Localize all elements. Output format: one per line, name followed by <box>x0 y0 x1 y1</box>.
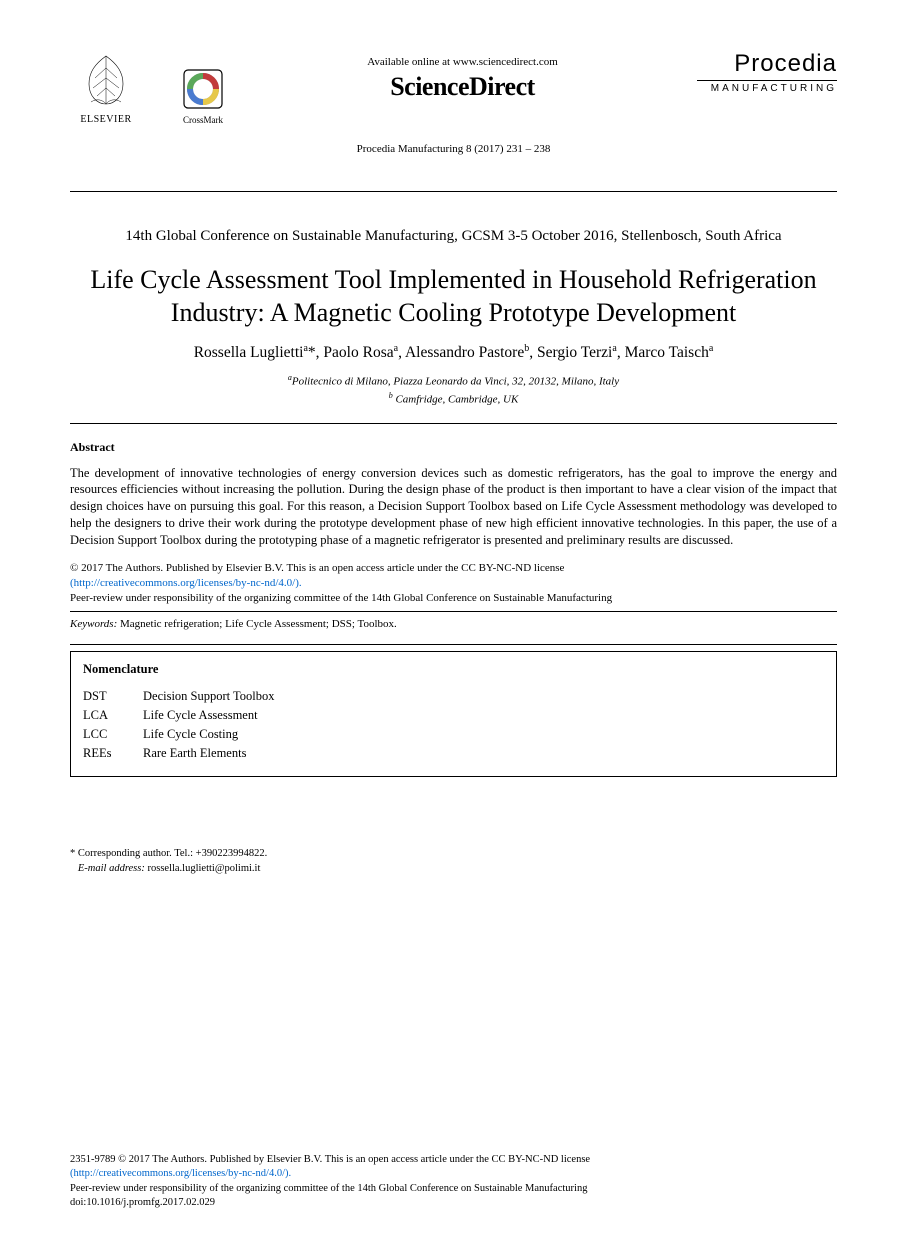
left-logos: ELSEVIER CrossMark <box>70 50 228 125</box>
rule-after-keywords <box>70 644 837 645</box>
footer-line1: 2351-9789 © 2017 The Authors. Published … <box>70 1154 590 1165</box>
affiliations: aPolitecnico di Milano, Piazza Leonardo … <box>70 372 837 408</box>
nomenclature-row: LCCLife Cycle Costing <box>83 725 824 744</box>
nomenclature-def: Life Cycle Costing <box>143 725 238 744</box>
article-title: Life Cycle Assessment Tool Implemented i… <box>70 264 837 329</box>
nomenclature-abbr: REEs <box>83 744 143 763</box>
corresponding-email: rossella.luglietti@polimi.it <box>145 863 261 874</box>
citation-line: Procedia Manufacturing 8 (2017) 231 – 23… <box>70 143 837 155</box>
license-line1: © 2017 The Authors. Published by Elsevie… <box>70 562 564 574</box>
abstract-text: The development of innovative technologi… <box>70 465 837 549</box>
license-block: © 2017 The Authors. Published by Elsevie… <box>70 561 837 606</box>
license-line2: Peer-review under responsibility of the … <box>70 592 612 604</box>
elsevier-tree-icon <box>75 50 137 112</box>
affiliation-line: aPolitecnico di Milano, Piazza Leonardo … <box>70 372 837 390</box>
crossmark-logo[interactable]: CrossMark <box>178 69 228 125</box>
available-online-text: Available online at www.sciencedirect.co… <box>228 56 697 68</box>
procedia-sub: MANUFACTURING <box>697 80 837 94</box>
sciencedirect-text: ScienceDirect <box>390 72 535 101</box>
nomenclature-def: Life Cycle Assessment <box>143 706 258 725</box>
crossmark-text: CrossMark <box>178 115 228 125</box>
authors-line: Rossella Lugliettia*, Paolo Rosaa, Aless… <box>70 343 837 362</box>
footer-line2: Peer-review under responsibility of the … <box>70 1183 587 1194</box>
abstract-heading: Abstract <box>70 440 837 455</box>
email-label: E-mail address: <box>78 863 145 874</box>
corresponding-author: * Corresponding author. Tel.: +390223994… <box>70 847 837 876</box>
nomenclature-row: LCALife Cycle Assessment <box>83 706 824 725</box>
sciencedirect-logo: ScienceDirect <box>228 72 697 102</box>
affiliation-line: b Camfridge, Cambridge, UK <box>70 390 837 408</box>
license-link[interactable]: (http://creativecommons.org/licenses/by-… <box>70 577 302 589</box>
keywords-text: Magnetic refrigeration; Life Cycle Asses… <box>117 618 396 630</box>
footer-link[interactable]: (http://creativecommons.org/licenses/by-… <box>70 1168 291 1179</box>
nomenclature-abbr: DST <box>83 687 143 706</box>
elsevier-logo: ELSEVIER <box>70 50 142 125</box>
keywords-label: Keywords: <box>70 618 117 630</box>
keywords-line: Keywords: Magnetic refrigeration; Life C… <box>70 618 837 630</box>
elsevier-text: ELSEVIER <box>70 114 142 125</box>
footer-doi: doi:10.1016/j.promfg.2017.02.029 <box>70 1197 215 1208</box>
procedia-word: Procedia <box>697 50 837 78</box>
top-rule <box>70 191 837 192</box>
abstract-section: Abstract The development of innovative t… <box>70 440 837 549</box>
nomenclature-abbr: LCC <box>83 725 143 744</box>
center-header: Available online at www.sciencedirect.co… <box>228 50 697 102</box>
conference-info: 14th Global Conference on Sustainable Ma… <box>70 226 837 246</box>
nomenclature-abbr: LCA <box>83 706 143 725</box>
procedia-logo: Procedia MANUFACTURING <box>697 50 837 94</box>
nomenclature-def: Rare Earth Elements <box>143 744 246 763</box>
nomenclature-heading: Nomenclature <box>83 662 824 677</box>
rule-after-affil <box>70 423 837 424</box>
nomenclature-row: DSTDecision Support Toolbox <box>83 687 824 706</box>
rule-after-license <box>70 611 837 612</box>
header-row: ELSEVIER CrossMark Available online at w… <box>70 50 837 125</box>
nomenclature-row: REEsRare Earth Elements <box>83 744 824 763</box>
crossmark-icon <box>183 69 223 109</box>
nomenclature-box: Nomenclature DSTDecision Support Toolbox… <box>70 651 837 777</box>
nomenclature-def: Decision Support Toolbox <box>143 687 275 706</box>
footer-block: 2351-9789 © 2017 The Authors. Published … <box>70 1153 837 1210</box>
corresponding-line1: * Corresponding author. Tel.: +390223994… <box>70 847 837 862</box>
